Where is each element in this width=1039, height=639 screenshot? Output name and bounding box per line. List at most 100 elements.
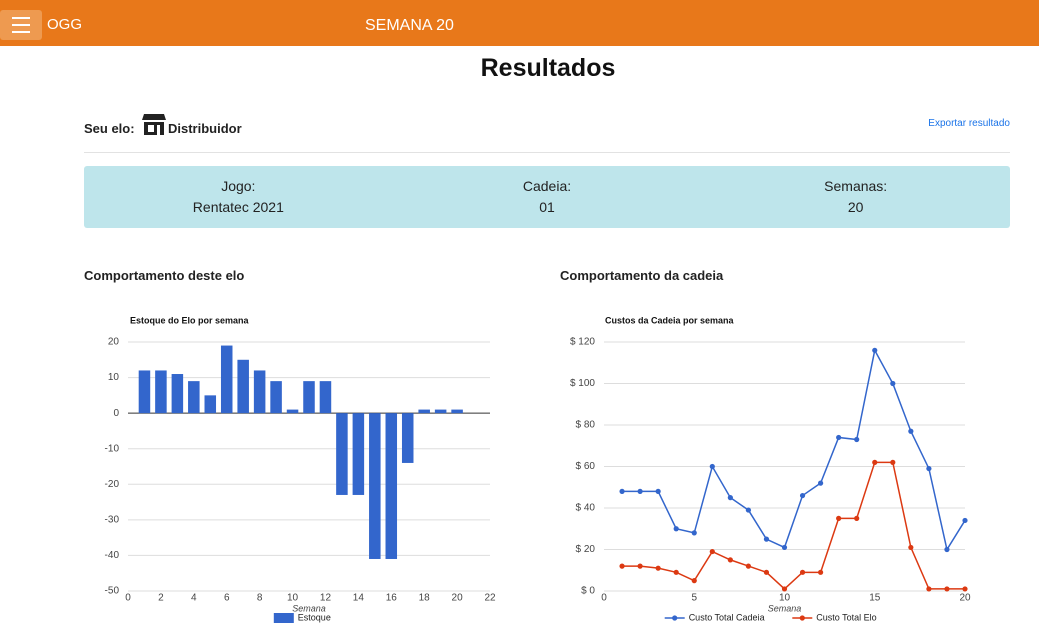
point: [745, 507, 752, 513]
point: [944, 586, 950, 592]
elo-label: Seu elo:: [84, 121, 135, 136]
point: [727, 557, 733, 563]
info-item: Semanas: 20: [701, 166, 1010, 228]
bar: [401, 413, 414, 463]
y-tick-label: $ 80: [576, 420, 596, 431]
point: [854, 436, 860, 443]
x-tick-label: 18: [419, 593, 431, 604]
x-tick-label: 20: [959, 593, 971, 604]
point: [709, 548, 715, 555]
chart-title: Custos da Cadeia por semana: [605, 315, 735, 325]
bar: [319, 381, 332, 414]
x-tick-label: 14: [353, 593, 365, 604]
point: [619, 488, 625, 494]
x-tick-label: 5: [691, 593, 697, 604]
point: [818, 480, 824, 486]
line: [622, 461, 965, 590]
point: [818, 569, 824, 575]
bar: [303, 381, 315, 414]
top-bar: OGG SEMANA 20: [0, 0, 1039, 46]
legend-swatch: [273, 613, 294, 623]
point: [926, 465, 932, 472]
x-tick-label: 0: [125, 593, 131, 604]
y-tick-label: -10: [105, 443, 120, 454]
legend-label: Estoque: [298, 612, 331, 622]
info-value: Rentatec 2021: [192, 199, 284, 215]
bar: [204, 395, 217, 414]
point: [673, 526, 679, 532]
point: [962, 586, 968, 592]
export-link[interactable]: Exportar resultado: [928, 118, 1010, 129]
x-axis-title: Semana: [768, 603, 802, 613]
y-tick-label: $ 20: [576, 544, 596, 555]
y-tick-label: -20: [105, 479, 120, 490]
point: [727, 495, 733, 501]
point: [962, 517, 968, 524]
y-tick-label: $ 0: [581, 586, 595, 597]
point: [908, 428, 914, 434]
bar: [434, 409, 447, 414]
point: [691, 530, 697, 536]
bar: [369, 413, 381, 559]
y-tick-label: $ 120: [570, 337, 595, 348]
info-label: Jogo:: [221, 178, 256, 194]
y-tick-label: $ 60: [576, 461, 596, 472]
section-title: Comportamento da cadeia: [560, 268, 724, 283]
point: [799, 492, 806, 499]
y-tick-label: 20: [108, 337, 120, 348]
info-label: Semanas:: [824, 178, 888, 194]
point: [781, 544, 788, 551]
point: [619, 563, 625, 569]
legend-label: Custo Total Elo: [816, 612, 876, 622]
x-tick-label: 10: [779, 593, 791, 604]
store-icon: [142, 114, 166, 135]
point: [709, 463, 715, 470]
point: [763, 536, 770, 542]
y-tick-label: $ 40: [576, 503, 596, 514]
bar: [352, 413, 365, 495]
point: [854, 515, 860, 521]
x-tick-label: 20: [452, 593, 464, 604]
info-item: Jogo: Rentatec 2021: [84, 166, 393, 228]
bar: [237, 359, 249, 414]
elo-value: Distribuidor: [168, 121, 242, 136]
bar: [188, 381, 200, 414]
y-tick-label: -40: [105, 550, 120, 561]
bar: [385, 413, 398, 559]
divider: [84, 152, 1010, 153]
point: [836, 434, 842, 441]
point: [781, 586, 788, 592]
bar: [171, 374, 184, 414]
point: [908, 544, 914, 551]
point: [872, 347, 878, 353]
x-tick-label: 22: [484, 593, 496, 604]
bar: [270, 381, 282, 414]
legend-label: Custo Total Cadeia: [689, 612, 765, 622]
legend-swatch: [672, 615, 678, 621]
bar: [138, 370, 151, 414]
bar: [253, 370, 266, 414]
bar: [418, 409, 430, 414]
x-tick-label: 15: [869, 593, 881, 604]
menu-button[interactable]: [0, 10, 42, 40]
y-tick-label: 10: [108, 372, 120, 383]
y-tick-label: -50: [105, 586, 120, 597]
info-value: 01: [539, 199, 555, 215]
point: [872, 459, 878, 465]
line: [622, 348, 966, 552]
info-value: 20: [847, 199, 864, 215]
y-tick-label: 0: [113, 408, 119, 419]
bar: [336, 413, 348, 495]
info-box: Jogo: Rentatec 2021 Cadeia: 01 Semanas: 20: [84, 166, 1010, 228]
section-title: Comportamento deste elo: [84, 268, 245, 283]
point: [655, 488, 661, 494]
x-tick-label: 12: [320, 593, 332, 604]
y-tick-label: -30: [105, 514, 120, 525]
brand[interactable]: OGG: [47, 16, 83, 33]
bar: [286, 409, 299, 414]
bar: [220, 345, 233, 414]
point: [890, 459, 896, 465]
x-tick-label: 4: [191, 593, 197, 604]
point: [673, 569, 679, 575]
x-tick-label: 6: [224, 593, 230, 604]
